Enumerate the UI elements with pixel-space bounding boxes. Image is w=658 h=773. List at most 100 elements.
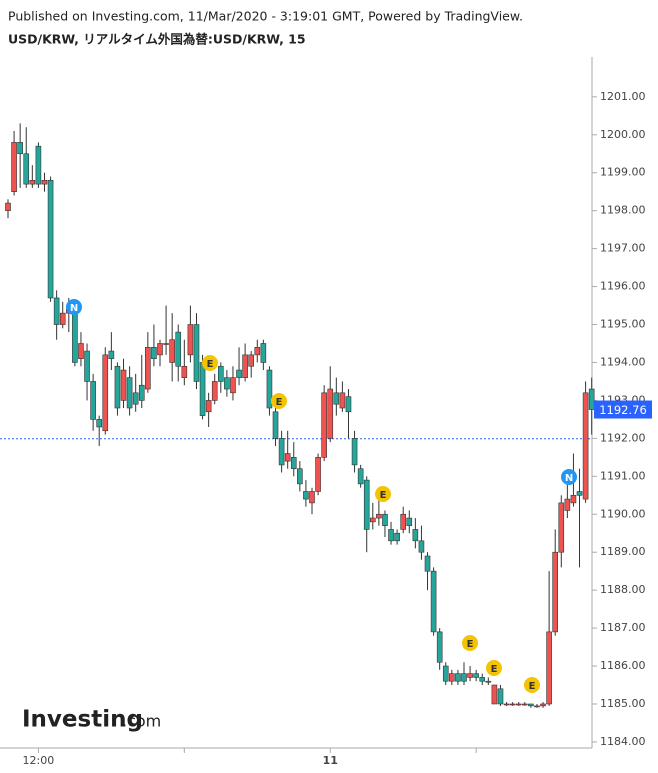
candle-body — [284, 453, 291, 462]
candle-body — [126, 377, 133, 409]
candle-body — [418, 540, 425, 553]
y-tick-label: 1185.00 — [600, 697, 646, 710]
y-tick-label: 1196.00 — [600, 280, 646, 293]
event-label: E — [276, 397, 283, 408]
candle-body — [11, 142, 17, 193]
published-note: Published on Investing.com, 11/Mar/2020 … — [8, 9, 523, 24]
candle-body — [272, 411, 279, 439]
candle-body — [242, 354, 248, 378]
y-tick-label: 1184.00 — [600, 735, 646, 748]
candle-body — [163, 343, 169, 345]
candle-body — [345, 396, 352, 413]
event-label: E — [467, 639, 474, 650]
candle-body — [424, 555, 431, 572]
candle-body — [23, 153, 30, 185]
candle-body — [449, 673, 455, 682]
event-marker — [486, 660, 502, 676]
candle-body — [509, 703, 516, 706]
y-tick-label: 1200.00 — [600, 128, 646, 141]
event-label: N — [70, 303, 78, 314]
candle-body — [497, 688, 504, 705]
candle-body — [17, 142, 23, 155]
candle-body — [442, 665, 449, 682]
y-tick-label: 1186.00 — [600, 659, 646, 672]
candle-body — [108, 350, 115, 359]
candle-body — [315, 457, 321, 492]
logo-name: Investing — [22, 707, 143, 733]
y-tick-label: 1201.00 — [600, 90, 646, 103]
candle-body — [102, 354, 109, 432]
candle-body — [479, 677, 486, 682]
event-label: N — [565, 473, 573, 484]
candle-body — [412, 529, 419, 542]
candle-body — [309, 491, 315, 504]
candle-body — [59, 312, 66, 325]
y-tick-label: 1192.00 — [600, 431, 646, 444]
candle-body — [224, 377, 230, 390]
event-label: E — [529, 681, 536, 692]
candle-body — [394, 532, 400, 542]
candle-body — [84, 350, 90, 382]
candle-body — [467, 673, 473, 678]
candle-body — [53, 297, 60, 325]
candle-body — [205, 400, 212, 413]
candle-body — [485, 680, 492, 683]
logo-suffix: .com — [122, 712, 161, 731]
candle-body — [114, 365, 121, 409]
x-tick-label: 11 — [323, 754, 338, 767]
x-tick-label: 12:00 — [23, 754, 55, 767]
candle-body — [187, 324, 194, 356]
candle-body — [96, 419, 102, 428]
event-marker — [271, 393, 287, 409]
candle-body — [473, 673, 479, 678]
candle-body — [400, 513, 407, 530]
candle-body — [41, 180, 48, 185]
event-label: E — [491, 664, 498, 675]
candle-body — [5, 202, 11, 211]
candle-body — [175, 331, 182, 367]
candle-body — [138, 384, 145, 401]
candle-body — [72, 312, 78, 363]
candle-body — [436, 631, 443, 663]
y-tick-label: 1197.00 — [600, 242, 646, 255]
candle-body — [582, 392, 589, 500]
candle-body — [388, 529, 394, 542]
y-tick-label: 1189.00 — [600, 545, 646, 558]
candle-body — [193, 324, 200, 382]
candle-body — [455, 673, 461, 682]
candle-body — [570, 494, 577, 504]
candle-body — [461, 673, 467, 682]
price-tag-label: 1192.76 — [599, 403, 647, 417]
candle-body — [546, 631, 552, 705]
candle-body — [120, 369, 127, 401]
candle-body — [211, 381, 218, 401]
event-marker — [462, 635, 478, 651]
candle-body — [181, 365, 188, 378]
candle-body — [132, 392, 139, 405]
candle-body — [169, 339, 175, 363]
candle-body — [297, 468, 303, 485]
candle-body — [515, 703, 522, 706]
event-marker — [524, 677, 540, 693]
y-tick-label: 1188.00 — [600, 583, 646, 596]
candle-body — [236, 369, 242, 378]
y-tick-label: 1194.00 — [600, 355, 646, 368]
candle-body — [363, 479, 370, 530]
candle-body — [151, 346, 157, 359]
candle-body — [564, 498, 571, 511]
candle-body — [260, 343, 267, 363]
candle-body — [558, 502, 565, 553]
event-label: E — [380, 490, 387, 501]
candle-body — [576, 491, 583, 496]
candle-body — [303, 491, 309, 500]
candle-body — [339, 392, 346, 409]
candle-body — [333, 392, 340, 405]
candle-body — [540, 703, 546, 707]
candle-body — [218, 365, 224, 382]
candle-body — [290, 457, 297, 470]
candle-body — [351, 438, 358, 466]
candle-body — [357, 468, 364, 485]
event-marker — [375, 486, 391, 502]
y-tick-label: 1191.00 — [600, 469, 646, 482]
